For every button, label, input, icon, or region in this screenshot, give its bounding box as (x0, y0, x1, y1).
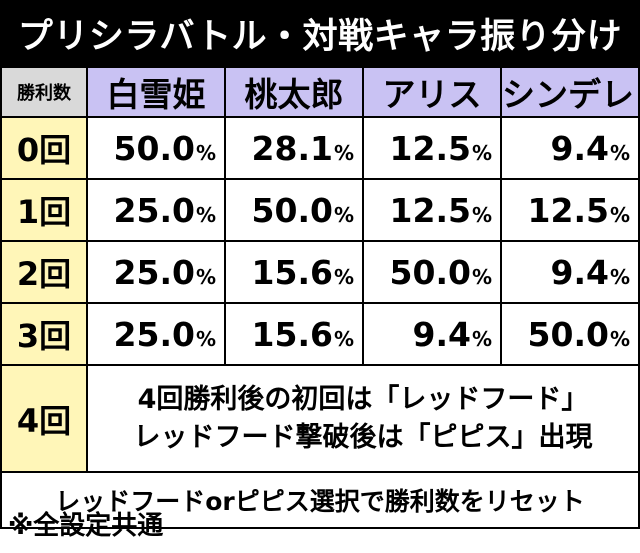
table-row: 0回 50.0% 28.1% 12.5% 9.4% (0, 116, 640, 180)
table-cell: 25.0% (86, 240, 226, 304)
cell-value: 50.0 (389, 252, 471, 292)
cell-value: 12.5 (389, 128, 471, 168)
table-cell: 50.0% (500, 302, 640, 366)
corner-label: 勝利数 (0, 66, 88, 118)
table-cell: 15.6% (224, 240, 364, 304)
table-cell: 50.0% (86, 116, 226, 180)
cell-value: 12.5 (389, 190, 471, 230)
row-label: 4回 (0, 364, 88, 473)
row-label: 0回 (0, 116, 88, 180)
cell-value: 28.1 (251, 128, 333, 168)
table-cell: 15.6% (224, 302, 364, 366)
reset-note: レッドフードorピピス選択で勝利数をリセット (0, 471, 640, 529)
cell-value: 25.0 (113, 252, 195, 292)
reset-row: レッドフードorピピス選択で勝利数をリセット (0, 471, 640, 529)
cell-value: 15.6 (251, 252, 333, 292)
cell-value: 9.4 (550, 252, 609, 292)
cell-value: 9.4 (550, 128, 609, 168)
cell-value: 25.0 (113, 314, 195, 354)
table-row: 3回 25.0% 15.6% 9.4% 50.0% (0, 302, 640, 366)
percent-sign: % (195, 264, 216, 289)
table-cell: 12.5% (500, 178, 640, 242)
row-label: 2回 (0, 240, 88, 304)
table-cell: 28.1% (224, 116, 364, 180)
note-line: レッドフード撃破後は「ピピス」出現 (133, 421, 593, 453)
table-cell: 12.5% (362, 178, 502, 242)
table-row-4-wins: 4回 4回勝利後の初回は「レッドフード」 レッドフード撃破後は「ピピス」出現 (0, 364, 640, 473)
page-title: プリシラバトル・対戦キャラ振り分け (0, 0, 640, 66)
distribution-table: 勝利数 白雪姫 桃太郎 アリス シンデレラ 0回 50.0% 28.1% 12.… (0, 66, 640, 529)
percent-sign: % (609, 326, 630, 351)
percent-sign: % (471, 264, 492, 289)
column-header-alice: アリス (362, 66, 502, 118)
note-line: 4回勝利後の初回は「レッドフード」 (137, 383, 589, 415)
percent-sign: % (195, 326, 216, 351)
table-cell: 25.0% (86, 178, 226, 242)
table-cell: 9.4% (362, 302, 502, 366)
table-cell: 12.5% (362, 116, 502, 180)
column-header-snow-white: 白雪姫 (86, 66, 226, 118)
percent-sign: % (195, 140, 216, 165)
cell-value: 15.6 (251, 314, 333, 354)
table-cell: 25.0% (86, 302, 226, 366)
percent-sign: % (333, 140, 354, 165)
cell-value: 9.4 (412, 314, 471, 354)
percent-sign: % (471, 326, 492, 351)
cell-value: 50.0 (527, 314, 609, 354)
table-cell: 50.0% (362, 240, 502, 304)
percent-sign: % (333, 264, 354, 289)
percent-sign: % (195, 202, 216, 227)
table-header-row: 勝利数 白雪姫 桃太郎 アリス シンデレラ (0, 66, 640, 118)
row-label: 1回 (0, 178, 88, 242)
percent-sign: % (471, 202, 492, 227)
percent-sign: % (333, 326, 354, 351)
percent-sign: % (333, 202, 354, 227)
footnote: ※全設定共通 (8, 511, 164, 541)
table-cell: 50.0% (224, 178, 364, 242)
table-row: 2回 25.0% 15.6% 50.0% 9.4% (0, 240, 640, 304)
percent-sign: % (609, 202, 630, 227)
cell-value: 25.0 (113, 190, 195, 230)
row-label: 3回 (0, 302, 88, 366)
table-row: 1回 25.0% 50.0% 12.5% 12.5% (0, 178, 640, 242)
cell-value: 50.0 (251, 190, 333, 230)
cell-value: 12.5 (527, 190, 609, 230)
percent-sign: % (609, 140, 630, 165)
four-wins-note: 4回勝利後の初回は「レッドフード」 レッドフード撃破後は「ピピス」出現 (86, 364, 640, 473)
percent-sign: % (471, 140, 492, 165)
cell-value: 50.0 (113, 128, 195, 168)
table-cell: 9.4% (500, 240, 640, 304)
table-cell: 9.4% (500, 116, 640, 180)
column-header-cinderella: シンデレラ (500, 66, 640, 118)
percent-sign: % (609, 264, 630, 289)
column-header-momotaro: 桃太郎 (224, 66, 364, 118)
